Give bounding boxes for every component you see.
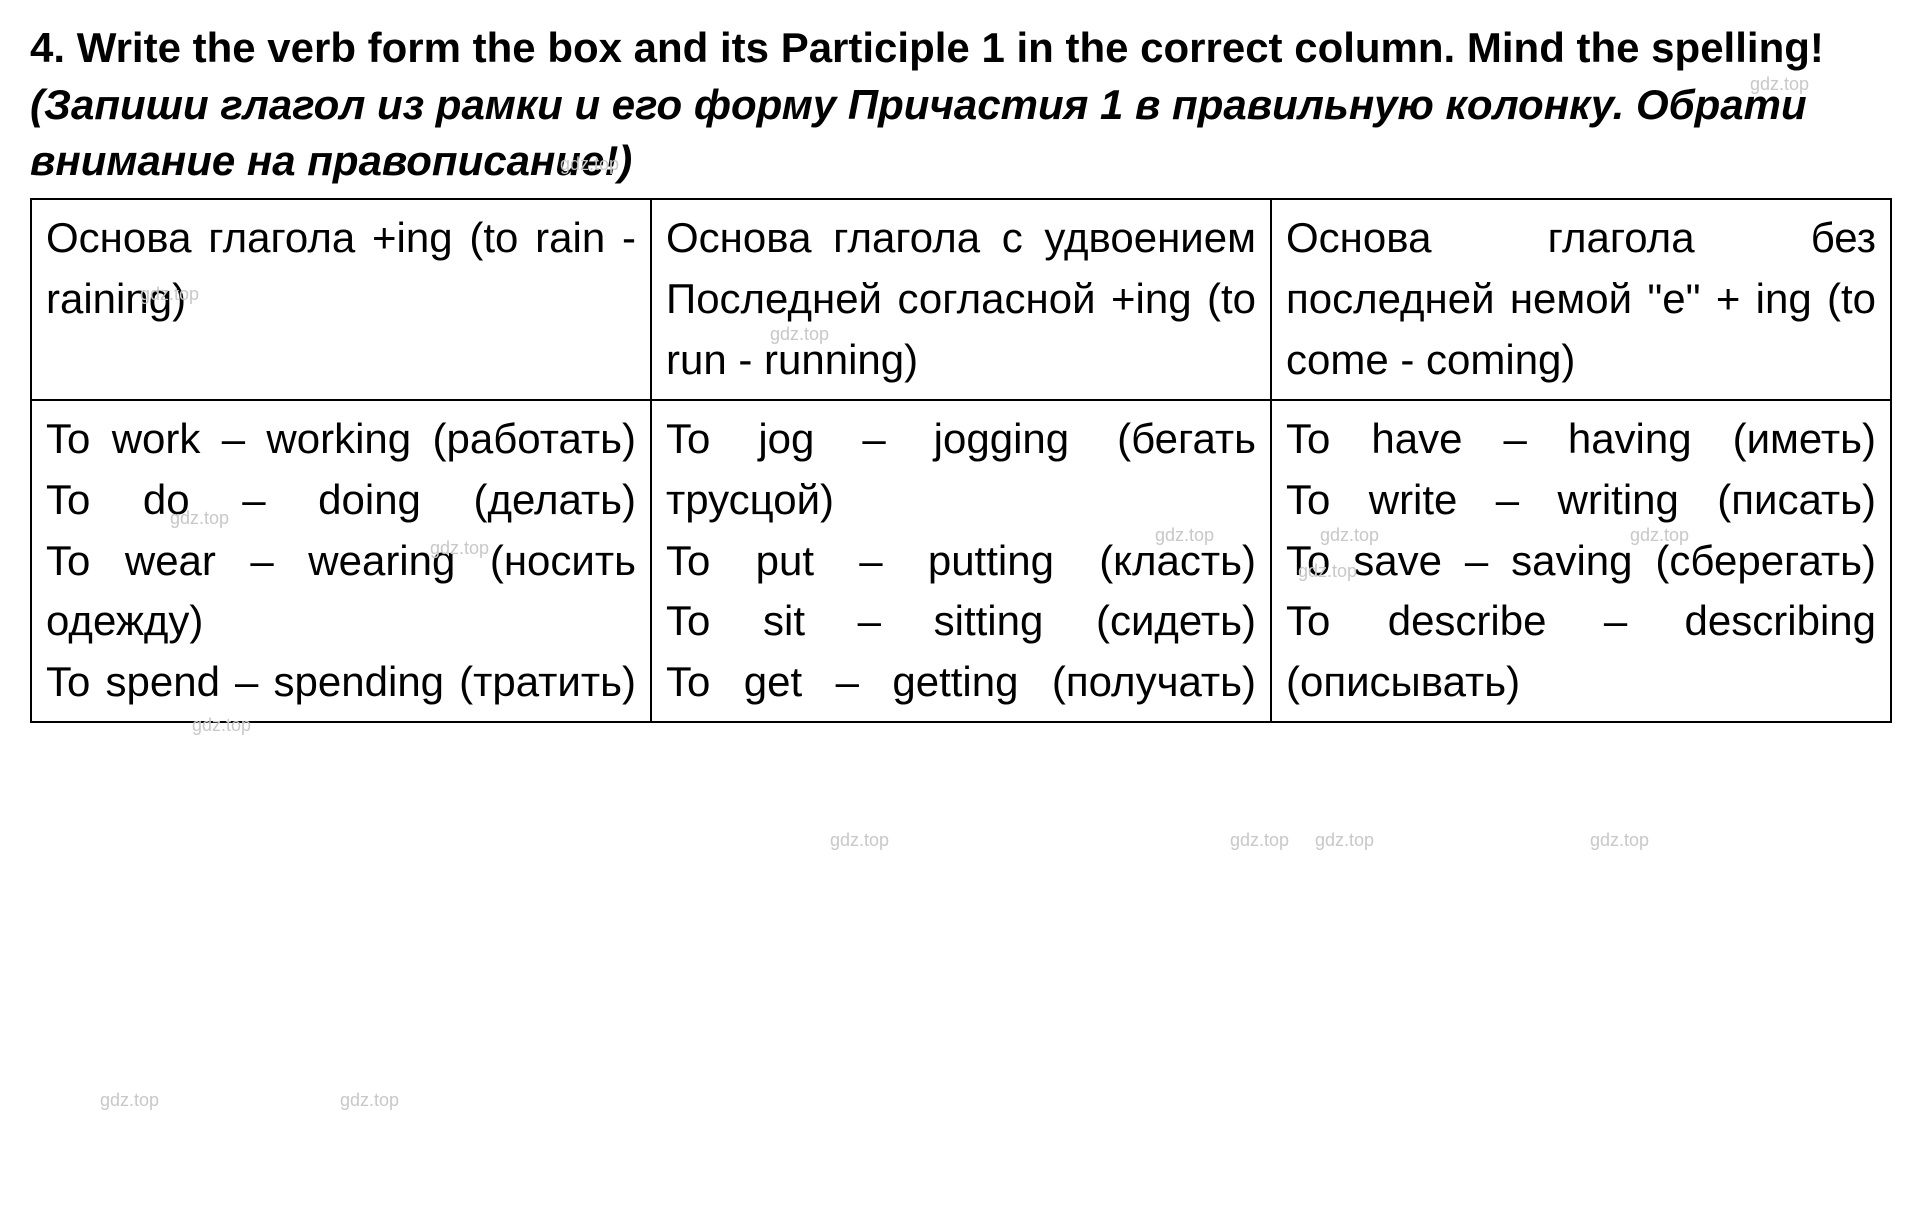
title-russian: (Запиши глагол из рамки и его форму Прич… [30, 81, 1807, 185]
data-text-3: To have – having (иметь)To write – writi… [1286, 409, 1876, 713]
header-text-1: Основа глагола +ing (to rain - raining) [46, 208, 636, 330]
data-text-2: To jog – jogging (бегать трусцой)To put … [666, 409, 1256, 713]
header-cell-3: Основа глагола без последней немой "е" +… [1271, 199, 1891, 400]
watermark: gdz.top [1315, 830, 1374, 851]
header-cell-2: Основа глагола с удвоением Последней сог… [651, 199, 1271, 400]
title-english: 4. Write the verb form the box and its P… [30, 24, 1824, 71]
exercise-title: 4. Write the verb form the box and its P… [30, 20, 1892, 190]
header-text-3: Основа глагола без последней немой "е" +… [1286, 208, 1876, 391]
watermark: gdz.top [1590, 830, 1649, 851]
data-cell-1: To work – working (работать)To do – doin… [31, 400, 651, 722]
data-cell-3: To have – having (иметь)To write – writi… [1271, 400, 1891, 722]
table-header-row: Основа глагола +ing (to rain - raining) … [31, 199, 1891, 400]
data-cell-2: To jog – jogging (бегать трусцой)To put … [651, 400, 1271, 722]
header-cell-1: Основа глагола +ing (to rain - raining) [31, 199, 651, 400]
watermark: gdz.top [1230, 830, 1289, 851]
watermark: gdz.top [830, 830, 889, 851]
verb-table: Основа глагола +ing (to rain - raining) … [30, 198, 1892, 723]
watermark: gdz.top [340, 1090, 399, 1111]
document-container: 4. Write the verb form the box and its P… [30, 20, 1892, 723]
watermark: gdz.top [100, 1090, 159, 1111]
data-text-1: To work – working (работать)To do – doin… [46, 409, 636, 713]
table-data-row: To work – working (работать)To do – doin… [31, 400, 1891, 722]
header-text-2: Основа глагола с удвоением Последней сог… [666, 208, 1256, 391]
